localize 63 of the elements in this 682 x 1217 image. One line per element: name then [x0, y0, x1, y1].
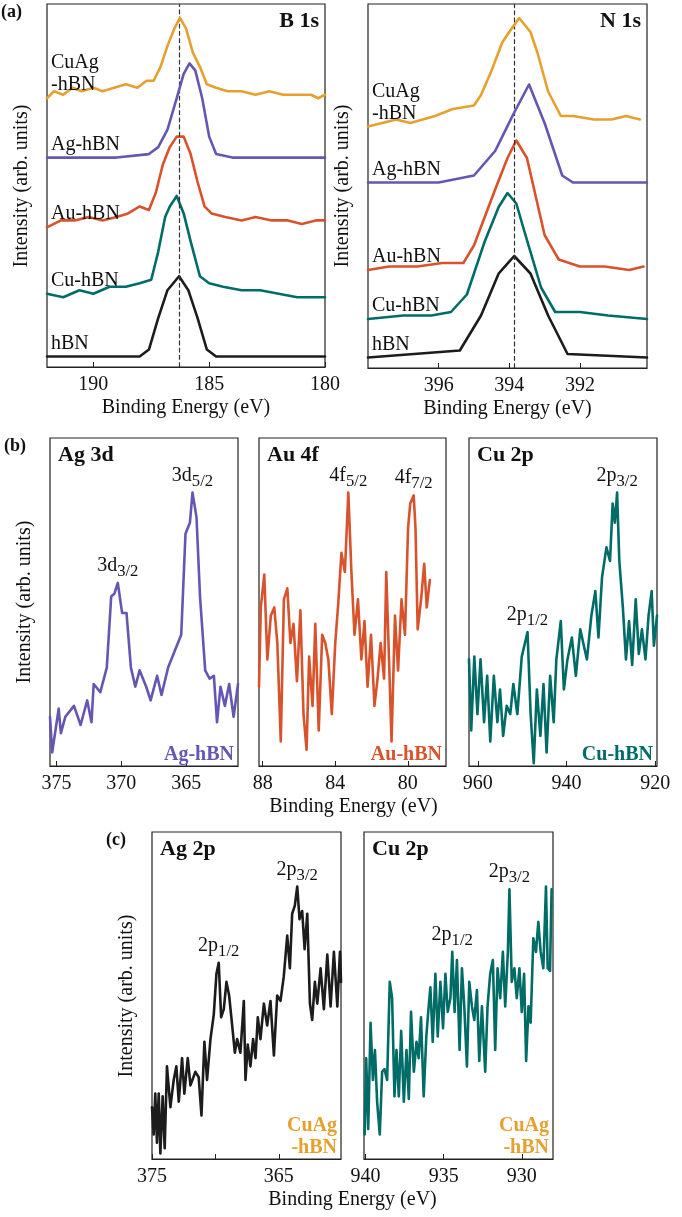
annotation: 2p$_{3/2}$: [488, 858, 531, 887]
x-tick-label: 935: [428, 1164, 459, 1186]
annotation: 2p$_{1/2}$: [198, 932, 240, 960]
text: CuAg -hBN: [286, 1113, 337, 1157]
x-tick-label: 930: [506, 1164, 537, 1186]
chart-title: Cu 2p: [477, 441, 534, 467]
x-axis-title: Binding Energy (eV): [269, 794, 438, 816]
x-axis-title: Binding Energy (eV): [101, 395, 271, 417]
x-tick-label: 960: [462, 771, 493, 793]
x-tick-label: 375: [137, 1164, 167, 1186]
chart-title: N 1s: [600, 7, 641, 33]
y-axis-title: Intensity (arb. units): [9, 104, 31, 267]
text: CuAg -hBN: [498, 1113, 549, 1157]
x-tick-label: 920: [640, 771, 671, 793]
chart-title: B 1s: [279, 7, 319, 33]
annotation: 2p$_{3/2}$: [276, 856, 318, 884]
x-tick-label: 88: [252, 771, 273, 793]
x-tick-label: 396: [423, 373, 454, 395]
series-label: Au-hBN: [372, 244, 441, 266]
text: (c): [106, 829, 126, 850]
x-tick-label: 185: [194, 372, 225, 394]
x-tick-label: 375: [41, 771, 72, 793]
annotation: 3d$_{3/2}$: [97, 552, 139, 580]
chart-title: Cu 2p: [372, 835, 429, 861]
series-label: hBN: [372, 331, 410, 354]
y-axis-title: Intensity (arb. units): [114, 914, 136, 1077]
x-tick-label: 940: [551, 771, 582, 793]
x-tick-label: 365: [263, 1164, 294, 1186]
annotation: 4f$_{7/2}$: [394, 465, 433, 493]
x-tick-label: 370: [106, 771, 137, 793]
x-tick-label: 180: [310, 372, 340, 394]
annotation: 3d$_{5/2}$: [171, 462, 214, 490]
series-label: Au-hBN: [51, 201, 120, 224]
x-axis-title: Binding Energy (eV): [423, 396, 592, 418]
x-tick-label: 80: [397, 771, 418, 793]
series-label: Au-hBN: [370, 742, 442, 764]
x-axis-title: Binding Energy (eV): [268, 1187, 437, 1209]
x-tick-label: 394: [494, 373, 525, 395]
annotation: 2p$_{3/2}$: [596, 462, 638, 490]
series-label: Ag-hBN: [51, 131, 120, 154]
series-label: CuAg -hBN: [372, 78, 420, 123]
series-label: Cu-hBN: [581, 742, 653, 764]
x-tick-label: 365: [171, 771, 202, 793]
y-axis-title: Intensity (arb. units): [12, 520, 34, 684]
y-axis-title: Intensity (arb. units): [330, 104, 352, 268]
x-tick-label: 940: [350, 1164, 381, 1186]
series-label: Ag-hBN: [372, 156, 441, 179]
series-label: Cu-hBN: [51, 267, 119, 290]
series-label: hBN: [51, 330, 89, 353]
text: (a): [1, 1, 22, 22]
series-label: Cu-hBN: [372, 293, 440, 315]
text: (b): [4, 435, 26, 456]
x-tick-label: 84: [325, 771, 346, 793]
x-tick-label: 392: [564, 373, 595, 395]
series-label: CuAg -hBN: [51, 50, 99, 95]
x-tick-label: 190: [78, 372, 109, 394]
annotation: 4f$_{5/2}$: [329, 462, 368, 490]
chart-title: Ag 3d: [58, 441, 114, 467]
annotation: 2p$_{1/2}$: [431, 921, 473, 949]
series-label: Ag-hBN: [163, 742, 234, 764]
chart-title: Au 4f: [267, 441, 319, 467]
annotation: 2p$_{1/2}$: [506, 601, 549, 630]
chart-title: Ag 2p: [160, 835, 216, 861]
